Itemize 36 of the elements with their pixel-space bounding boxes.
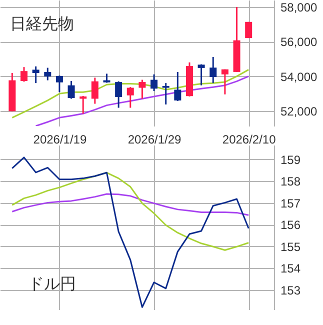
line-series [11, 172, 250, 251]
candlestick [44, 67, 52, 82]
y-tick-label: 157 [280, 196, 301, 210]
candlestick [20, 66, 28, 82]
text: 日経先物 [10, 14, 74, 33]
y-tick-label: 52,000 [280, 104, 318, 119]
candlestick [126, 86, 134, 108]
candlestick [221, 68, 228, 96]
line-series [11, 156, 250, 308]
candlestick [91, 76, 98, 105]
candlestick [198, 64, 205, 86]
candlestick [115, 80, 122, 108]
y-tick-label: 56,000 [280, 35, 318, 50]
candlestick [150, 74, 158, 92]
line-series [35, 76, 250, 126]
x-tick-label: 2026/1/29 [128, 132, 182, 146]
y-tick-label: 58,000 [280, 0, 318, 14]
line-series [11, 193, 250, 216]
x-tick-label: 2026/2/10 [222, 132, 276, 146]
candlestick [32, 66, 40, 84]
y-tick-label: 54,000 [280, 70, 318, 84]
y-tick-label: 159 [280, 152, 301, 167]
y-tick-label: 156 [280, 218, 301, 232]
text: ドル円 [28, 274, 76, 293]
x-tick-label: 2026/1/19 [33, 132, 87, 146]
candlestick [210, 56, 217, 84]
y-tick-label: 155 [280, 240, 301, 254]
y-tick-label: 158 [280, 174, 301, 189]
y-tick-label: 154 [280, 262, 301, 276]
line-series [11, 68, 250, 118]
y-tick-label: 153 [280, 283, 301, 298]
candlestick [138, 79, 146, 100]
candlestick [174, 71, 182, 102]
candlestick [56, 74, 63, 93]
candlestick [162, 82, 170, 106]
candlestick [68, 80, 75, 100]
